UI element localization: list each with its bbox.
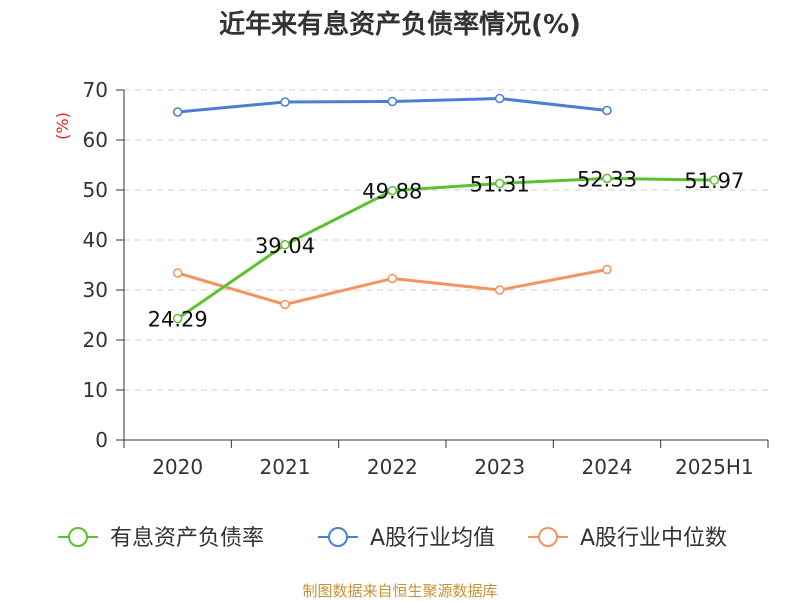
y-tick-label: 60: [83, 128, 108, 152]
series-lines: [172, 93, 720, 324]
data-point: [494, 178, 505, 189]
data-point: [172, 107, 183, 117]
y-tick-label: 70: [83, 78, 108, 102]
gridlines: [124, 89, 768, 391]
data-point: [280, 97, 290, 107]
y-tick-label: 20: [83, 328, 108, 352]
axes: 0 10 20 30 40 50 60 70 (%) 2020 2021 2022 2023 2024 20…: [53, 78, 769, 479]
x-tick-label: 2022: [367, 455, 418, 479]
x-tick-label: 2020: [152, 455, 203, 479]
data-label: 52.33: [577, 167, 637, 191]
data-point: [602, 173, 612, 184]
data-point: [602, 105, 612, 116]
data-point: [387, 96, 398, 107]
data-point: [280, 299, 290, 310]
legend-label: A股行业中位数: [580, 526, 727, 551]
data-labels: 24.29 39.04 49.88 51.31 52.33 51.97: [148, 167, 745, 331]
y-axis-title: (%): [53, 112, 72, 140]
legend-swatch-marker: [328, 527, 348, 547]
data-point: [494, 285, 505, 295]
y-tick-label: 40: [83, 228, 108, 252]
data-label: 39.04: [255, 234, 315, 258]
data-label: 51.97: [684, 169, 744, 193]
data-point: [172, 268, 183, 278]
data-label: 51.31: [470, 172, 530, 196]
data-label: 49.88: [362, 180, 422, 204]
y-tick-label: 50: [83, 178, 108, 202]
data-point: [280, 240, 290, 250]
legend-label: 有息资产负债率: [110, 526, 264, 551]
legend-swatch-marker: [68, 527, 88, 547]
x-tick-label: 2021: [260, 455, 311, 479]
data-point: [709, 175, 720, 185]
chart-title: 近年来有息资产负债率情况(%): [219, 10, 581, 40]
data-point: [387, 273, 398, 284]
data-point: [172, 313, 183, 324]
data-label: 24.29: [148, 308, 208, 332]
x-tick-label: 2025H1: [675, 455, 754, 479]
data-point: [387, 185, 398, 196]
legend-swatch-marker: [538, 527, 558, 547]
y-tick-label: 0: [95, 428, 108, 452]
data-point: [494, 93, 505, 104]
x-tick-label: 2023: [474, 455, 525, 479]
series-line: [176, 176, 715, 320]
source-footnote: 制图数据来自恒生聚源数据库: [302, 582, 498, 600]
y-tick-label: 30: [83, 278, 108, 302]
legend-label: A股行业均值: [370, 526, 495, 551]
y-tick-label: 10: [83, 378, 108, 402]
data-point: [602, 264, 612, 275]
legend: 有息资产负债率 A股行业均值 A股行业中位数: [58, 526, 727, 551]
x-tick-label: 2024: [582, 455, 633, 479]
